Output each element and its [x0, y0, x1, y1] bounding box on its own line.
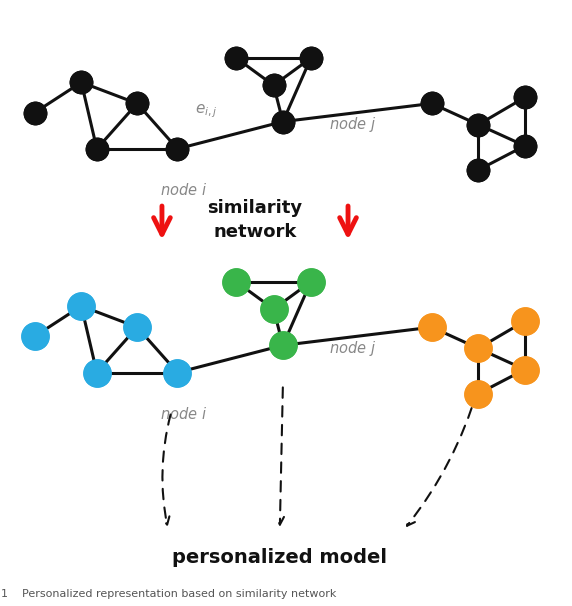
Point — [92, 144, 101, 154]
Point — [77, 301, 86, 311]
Point — [269, 81, 278, 90]
Point — [520, 93, 529, 102]
Point — [520, 365, 529, 375]
Point — [173, 144, 182, 154]
Point — [306, 53, 315, 63]
Point — [133, 322, 142, 332]
Point — [232, 53, 241, 63]
Point — [232, 277, 241, 287]
Point — [30, 108, 39, 118]
Point — [427, 99, 436, 108]
Point — [520, 365, 529, 375]
Point — [30, 331, 39, 341]
Point — [92, 368, 101, 378]
Point — [474, 120, 483, 130]
Point — [173, 368, 182, 378]
Point — [520, 316, 529, 326]
Point — [92, 144, 101, 154]
Point — [269, 304, 278, 314]
Point — [474, 389, 483, 399]
Point — [306, 277, 315, 287]
Point — [279, 341, 288, 350]
Point — [269, 81, 278, 90]
Text: $e_{i,j}$: $e_{i,j}$ — [195, 102, 218, 120]
Point — [92, 368, 101, 378]
Text: node $j$: node $j$ — [329, 115, 376, 134]
Point — [520, 141, 529, 151]
Point — [474, 165, 483, 175]
Text: node $i$: node $i$ — [160, 182, 207, 198]
Point — [279, 341, 288, 350]
Point — [269, 304, 278, 314]
Text: node $i$: node $i$ — [160, 406, 207, 422]
Point — [133, 322, 142, 332]
Point — [133, 99, 142, 108]
Point — [474, 165, 483, 175]
Point — [520, 316, 529, 326]
Point — [474, 344, 483, 353]
Point — [133, 99, 142, 108]
Point — [306, 277, 315, 287]
Point — [173, 144, 182, 154]
Point — [306, 53, 315, 63]
Point — [30, 331, 39, 341]
Point — [427, 322, 436, 332]
Point — [30, 108, 39, 118]
Point — [279, 117, 288, 127]
Point — [427, 322, 436, 332]
Point — [427, 99, 436, 108]
Point — [173, 368, 182, 378]
Point — [474, 344, 483, 353]
Point — [77, 78, 86, 87]
Point — [520, 141, 529, 151]
Point — [279, 117, 288, 127]
Text: 1    Personalized representation based on similarity network: 1 Personalized representation based on s… — [1, 589, 336, 599]
Point — [520, 93, 529, 102]
Text: personalized model: personalized model — [172, 548, 387, 567]
Text: node $j$: node $j$ — [329, 339, 376, 358]
Point — [474, 389, 483, 399]
Point — [77, 78, 86, 87]
Text: similarity
network: similarity network — [208, 199, 303, 241]
Point — [232, 53, 241, 63]
Point — [474, 120, 483, 130]
Point — [232, 277, 241, 287]
Point — [77, 301, 86, 311]
